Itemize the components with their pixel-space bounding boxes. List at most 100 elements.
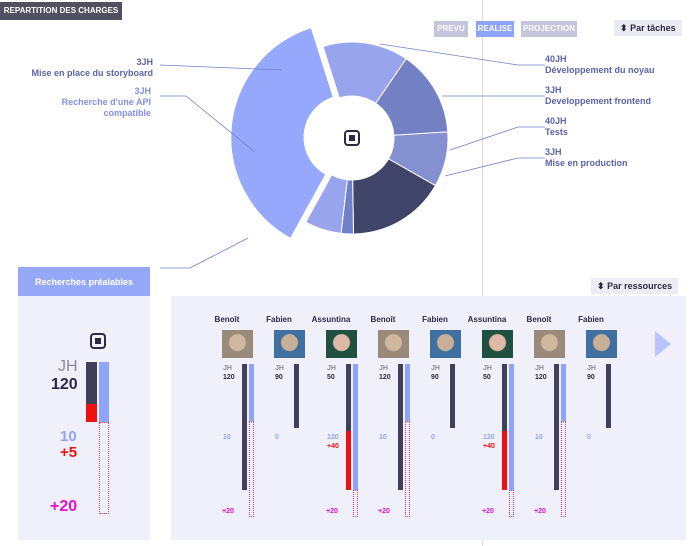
divider-line <box>482 0 483 546</box>
resource-column[interactable]: Benoît JH 120 10 +20 <box>513 296 566 540</box>
sort-arrows-icon: ⬍ <box>597 281 605 291</box>
resource-column[interactable]: Assuntina JH 50 120 +40 +20 <box>305 296 358 540</box>
jh-total: 120 <box>51 376 78 393</box>
total-bar <box>606 364 611 428</box>
sort-by-resources-button[interactable]: ⬍ Par ressources <box>591 278 679 294</box>
done-value: 0 <box>275 434 279 441</box>
total-bar <box>450 364 455 428</box>
projection-value: +20 <box>326 508 338 515</box>
done-bar <box>561 364 566 421</box>
total-bar <box>554 364 559 490</box>
resource-column[interactable]: Fabien JH 90 0 <box>409 296 461 540</box>
sort-by-tasks-button[interactable]: ⬍ Par tâches <box>614 20 682 36</box>
task-label-frontend[interactable]: 3JH Developpement frontend <box>545 85 652 106</box>
page-title: REPARTITION DES CHARGES <box>0 2 122 20</box>
over-bar <box>502 430 507 490</box>
resources-panel: Benoît JH 120 10 +20 Fabien JH 90 0 Assuntina JH 50… <box>171 296 686 540</box>
task-pie-chart <box>159 26 545 269</box>
jh-value: 50 <box>483 374 491 381</box>
leader-line <box>159 64 283 71</box>
man-avatar[interactable] <box>534 330 565 358</box>
done-value: 0 <box>431 434 435 441</box>
jh-label: JH <box>483 365 492 372</box>
over-value: +40 <box>327 443 339 450</box>
man-avatar[interactable] <box>222 330 253 358</box>
projection-value: +20 <box>222 508 234 515</box>
done-bar <box>249 364 254 421</box>
done-value: 10 <box>223 434 231 441</box>
done-bar <box>405 364 410 421</box>
resource-column[interactable]: Fabien JH 90 0 <box>565 296 617 540</box>
jh-value: 90 <box>275 374 283 381</box>
resource-column[interactable]: Fabien JH 90 0 <box>253 296 305 540</box>
man-avatar-2[interactable] <box>430 330 461 358</box>
done-value: 10 <box>60 428 77 445</box>
projection-value: +20 <box>482 508 494 515</box>
projection-bar <box>405 420 410 517</box>
jh-value: 120 <box>535 374 547 381</box>
woman-avatar[interactable] <box>326 330 357 358</box>
done-value: 10 <box>379 434 387 441</box>
jh-label: JH <box>379 365 388 372</box>
done-bar <box>353 364 358 490</box>
done-bar <box>99 362 109 422</box>
resource-name: Fabien <box>422 315 448 324</box>
man-avatar[interactable] <box>378 330 409 358</box>
toggle-projection[interactable]: PROJECTION <box>521 21 577 37</box>
projection-bar <box>561 420 566 517</box>
leader-line <box>379 43 545 66</box>
task-label-noyau[interactable]: 40JH Développement du noyau <box>545 54 655 75</box>
over-value: +5 <box>60 444 78 461</box>
projection-bar <box>353 490 358 517</box>
over-bar <box>86 404 97 422</box>
projection-bar <box>99 422 109 514</box>
leader-line <box>444 157 545 177</box>
resource-name: Assuntina <box>467 315 507 324</box>
leader-line <box>160 237 249 269</box>
woman-avatar[interactable] <box>482 330 513 358</box>
toggle-realise[interactable]: REALISE <box>476 21 514 37</box>
projection-bar <box>249 420 254 517</box>
done-value: 0 <box>587 434 591 441</box>
pie-slice-0[interactable] <box>230 26 334 240</box>
task-label-storyboard[interactable]: 3JH Mise en place du storyboard <box>31 57 153 78</box>
sort-arrows-icon: ⬍ <box>620 23 628 33</box>
leader-line <box>160 95 256 153</box>
selected-task-header[interactable]: Recherches préalables <box>18 267 150 297</box>
total-bar <box>242 364 247 490</box>
done-value: 10 <box>535 434 543 441</box>
task-label-api[interactable]: 3JH Recherche d'une API compatible <box>61 86 151 118</box>
jh-label: JH <box>327 365 336 372</box>
target-square-icon[interactable] <box>344 130 360 146</box>
resource-name: Fabien <box>266 315 292 324</box>
toggle-prevu[interactable]: PREVU <box>434 21 468 37</box>
total-bar <box>398 364 403 490</box>
jh-label: JH <box>223 365 232 372</box>
done-value: 120 <box>483 434 495 441</box>
jh-value: 120 <box>223 374 235 381</box>
resource-column[interactable]: Benoît JH 120 10 +20 <box>357 296 410 540</box>
total-bar <box>502 364 507 490</box>
jh-value: 90 <box>431 374 439 381</box>
jh-label: JH <box>275 365 284 372</box>
jh-label: JH <box>535 365 544 372</box>
task-label-production[interactable]: 3JH Mise en production <box>545 147 628 168</box>
jh-label: JH <box>58 358 78 375</box>
man-avatar-2[interactable] <box>274 330 305 358</box>
resource-column[interactable]: Assuntina JH 50 120 +40 +20 <box>461 296 514 540</box>
projection-value: +20 <box>534 508 546 515</box>
task-label-tests[interactable]: 40JH Tests <box>545 116 568 137</box>
total-bar <box>294 364 299 428</box>
jh-value: 50 <box>327 374 335 381</box>
resource-name: Benoît <box>526 315 552 324</box>
next-arrow-icon[interactable] <box>654 330 672 358</box>
total-bar <box>346 364 351 490</box>
target-square-icon[interactable] <box>90 333 106 349</box>
resource-name: Fabien <box>578 315 604 324</box>
resource-column[interactable]: Benoît JH 120 10 +20 <box>201 296 254 540</box>
over-bar <box>346 430 351 490</box>
man-avatar-2[interactable] <box>586 330 617 358</box>
resource-name: Benoît <box>370 315 396 324</box>
total-bar <box>86 362 97 422</box>
resource-name: Benoît <box>214 315 240 324</box>
